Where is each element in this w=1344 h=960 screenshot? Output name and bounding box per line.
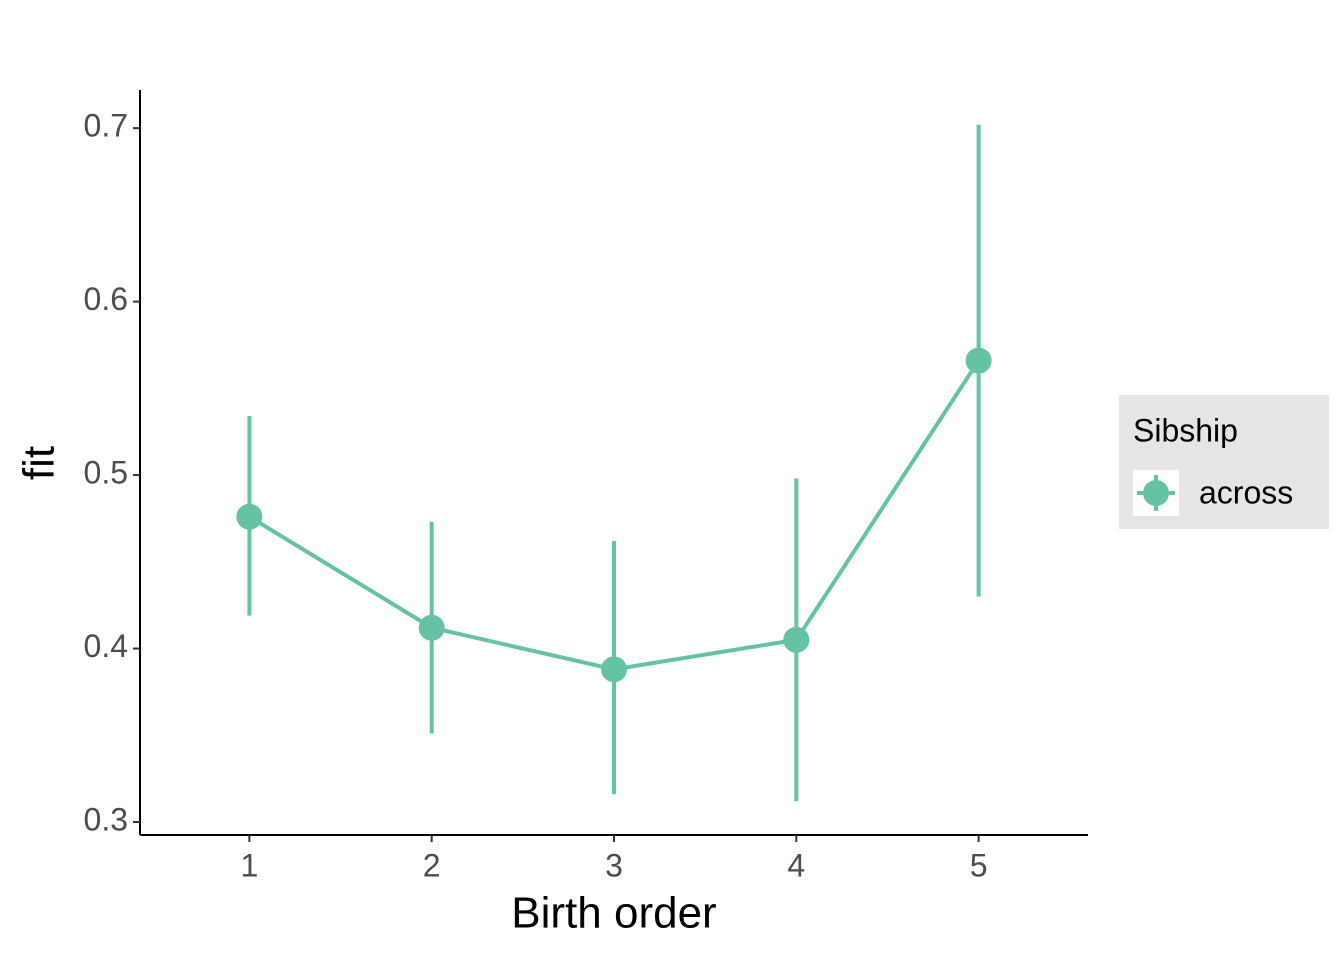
point [965, 347, 992, 374]
x-tick-label: 3 [605, 847, 623, 883]
point [418, 614, 445, 641]
x-axis-title: Birth order [511, 889, 716, 938]
y-axis-title: fit [15, 446, 64, 480]
x-tick-label: 5 [970, 847, 988, 883]
legend-label: across [1199, 474, 1293, 510]
point [601, 656, 627, 683]
legend-key-point [1143, 480, 1169, 506]
point [783, 626, 810, 653]
y-tick-label: 0.4 [84, 628, 128, 664]
y-tick-label: 0.7 [84, 108, 128, 144]
x-tick-label: 1 [240, 847, 258, 883]
y-tick-label: 0.3 [84, 801, 128, 837]
x-tick-label: 4 [787, 847, 805, 883]
y-tick-label: 0.5 [84, 455, 128, 491]
point [236, 503, 263, 530]
legend-title: Sibship [1133, 412, 1238, 448]
y-tick-label: 0.6 [84, 281, 128, 317]
x-tick-label: 2 [423, 847, 441, 883]
